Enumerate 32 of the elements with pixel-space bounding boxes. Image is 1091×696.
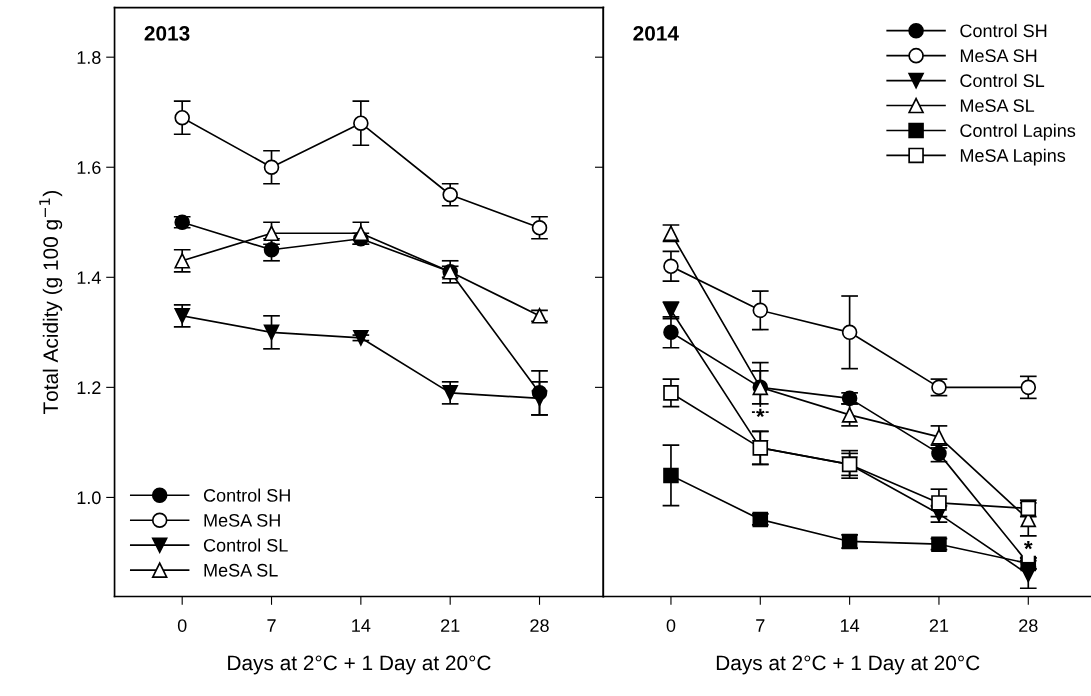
legend-label: MeSA SH	[960, 49, 1037, 63]
legend-label: MeSA SL	[960, 99, 1035, 113]
y-tick-label: 1.2	[77, 381, 101, 394]
data-label: *	[756, 408, 765, 418]
legend-label: Control SH	[203, 488, 290, 502]
legend-label: Control SL	[960, 73, 1045, 88]
x-axis-title: Days at 2°C + 1 Day at 20°C	[716, 655, 980, 675]
x-tick-label: 21	[929, 619, 949, 632]
x-tick-label: 7	[756, 619, 765, 632]
x-tick-label: 28	[530, 619, 549, 632]
x-tick-label: 7	[267, 619, 276, 632]
x-axis-title: Days at 2°C + 1 Day at 20°C	[228, 655, 491, 675]
legend-label: MeSA SL	[204, 563, 278, 577]
y-tick-label: 1.6	[77, 161, 101, 174]
y-tick-label: 1.4	[77, 271, 101, 284]
x-tick-label: 14	[352, 619, 371, 632]
legend-label: MeSA Lapins	[960, 148, 1066, 166]
legend-label: Control SH	[960, 23, 1047, 38]
legend-label: Control SL	[203, 538, 288, 552]
data-label: *	[1024, 540, 1033, 550]
x-tick-label: 0	[177, 619, 187, 632]
text: 2014	[633, 25, 679, 41]
legend-label: Control Lapins	[960, 123, 1076, 141]
text: 2013	[144, 25, 190, 41]
x-tick-label: 14	[840, 619, 860, 632]
y-tick-label: 1.8	[77, 51, 101, 64]
y-tick-label: 1.0	[77, 491, 101, 505]
legend-label: MeSA SH	[204, 513, 280, 527]
x-tick-label: 0	[666, 619, 676, 632]
x-tick-label: 21	[441, 619, 460, 632]
y-axis-title: Total Acidity (g 100 g$^{−1}$)	[39, 190, 63, 415]
x-tick-label: 28	[1019, 619, 1038, 632]
